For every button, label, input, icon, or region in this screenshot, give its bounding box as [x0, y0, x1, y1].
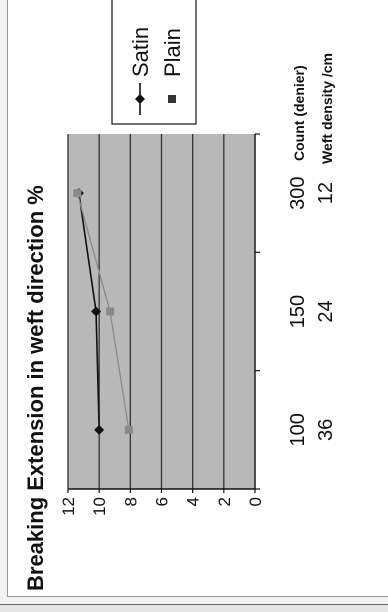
- legend-label-plain: Plain: [160, 28, 185, 77]
- x-tick-label-count: 100: [287, 413, 309, 446]
- legend-label-satin: Satin: [128, 27, 153, 77]
- x-axis-label-weft-density: Weft density /cm: [319, 53, 335, 164]
- x-tick-label-weft-density: 24: [315, 300, 337, 322]
- x-tick-label-weft-density: 36: [315, 419, 337, 441]
- y-tick-label: 4: [184, 497, 203, 506]
- y-tick-label: 12: [59, 497, 78, 516]
- y-tick-label: 6: [153, 497, 172, 506]
- legend: Satin Plain: [111, 0, 197, 125]
- x-tick-label-weft-density: 12: [315, 182, 337, 204]
- data-point-plain: [124, 425, 133, 434]
- x-tick-label-count: 300: [287, 176, 309, 209]
- y-tick-label: 8: [121, 497, 140, 506]
- x-axis-label-count: Count (denier): [291, 65, 307, 161]
- legend-box: [111, 0, 197, 125]
- data-point-plain: [106, 307, 115, 316]
- legend-marker-plain: [168, 95, 176, 103]
- x-tick-label-count: 150: [287, 295, 309, 328]
- y-tick-label: 2: [215, 497, 234, 506]
- data-point-satin: [91, 306, 102, 317]
- data-point-plain: [73, 189, 82, 198]
- y-tick-label: 0: [246, 497, 265, 506]
- legend-marker-satin: [135, 94, 145, 104]
- page-edge: [0, 604, 388, 612]
- chart-title: Breaking Extension in weft direction %: [23, 185, 48, 591]
- y-tick-label: 10: [90, 497, 109, 516]
